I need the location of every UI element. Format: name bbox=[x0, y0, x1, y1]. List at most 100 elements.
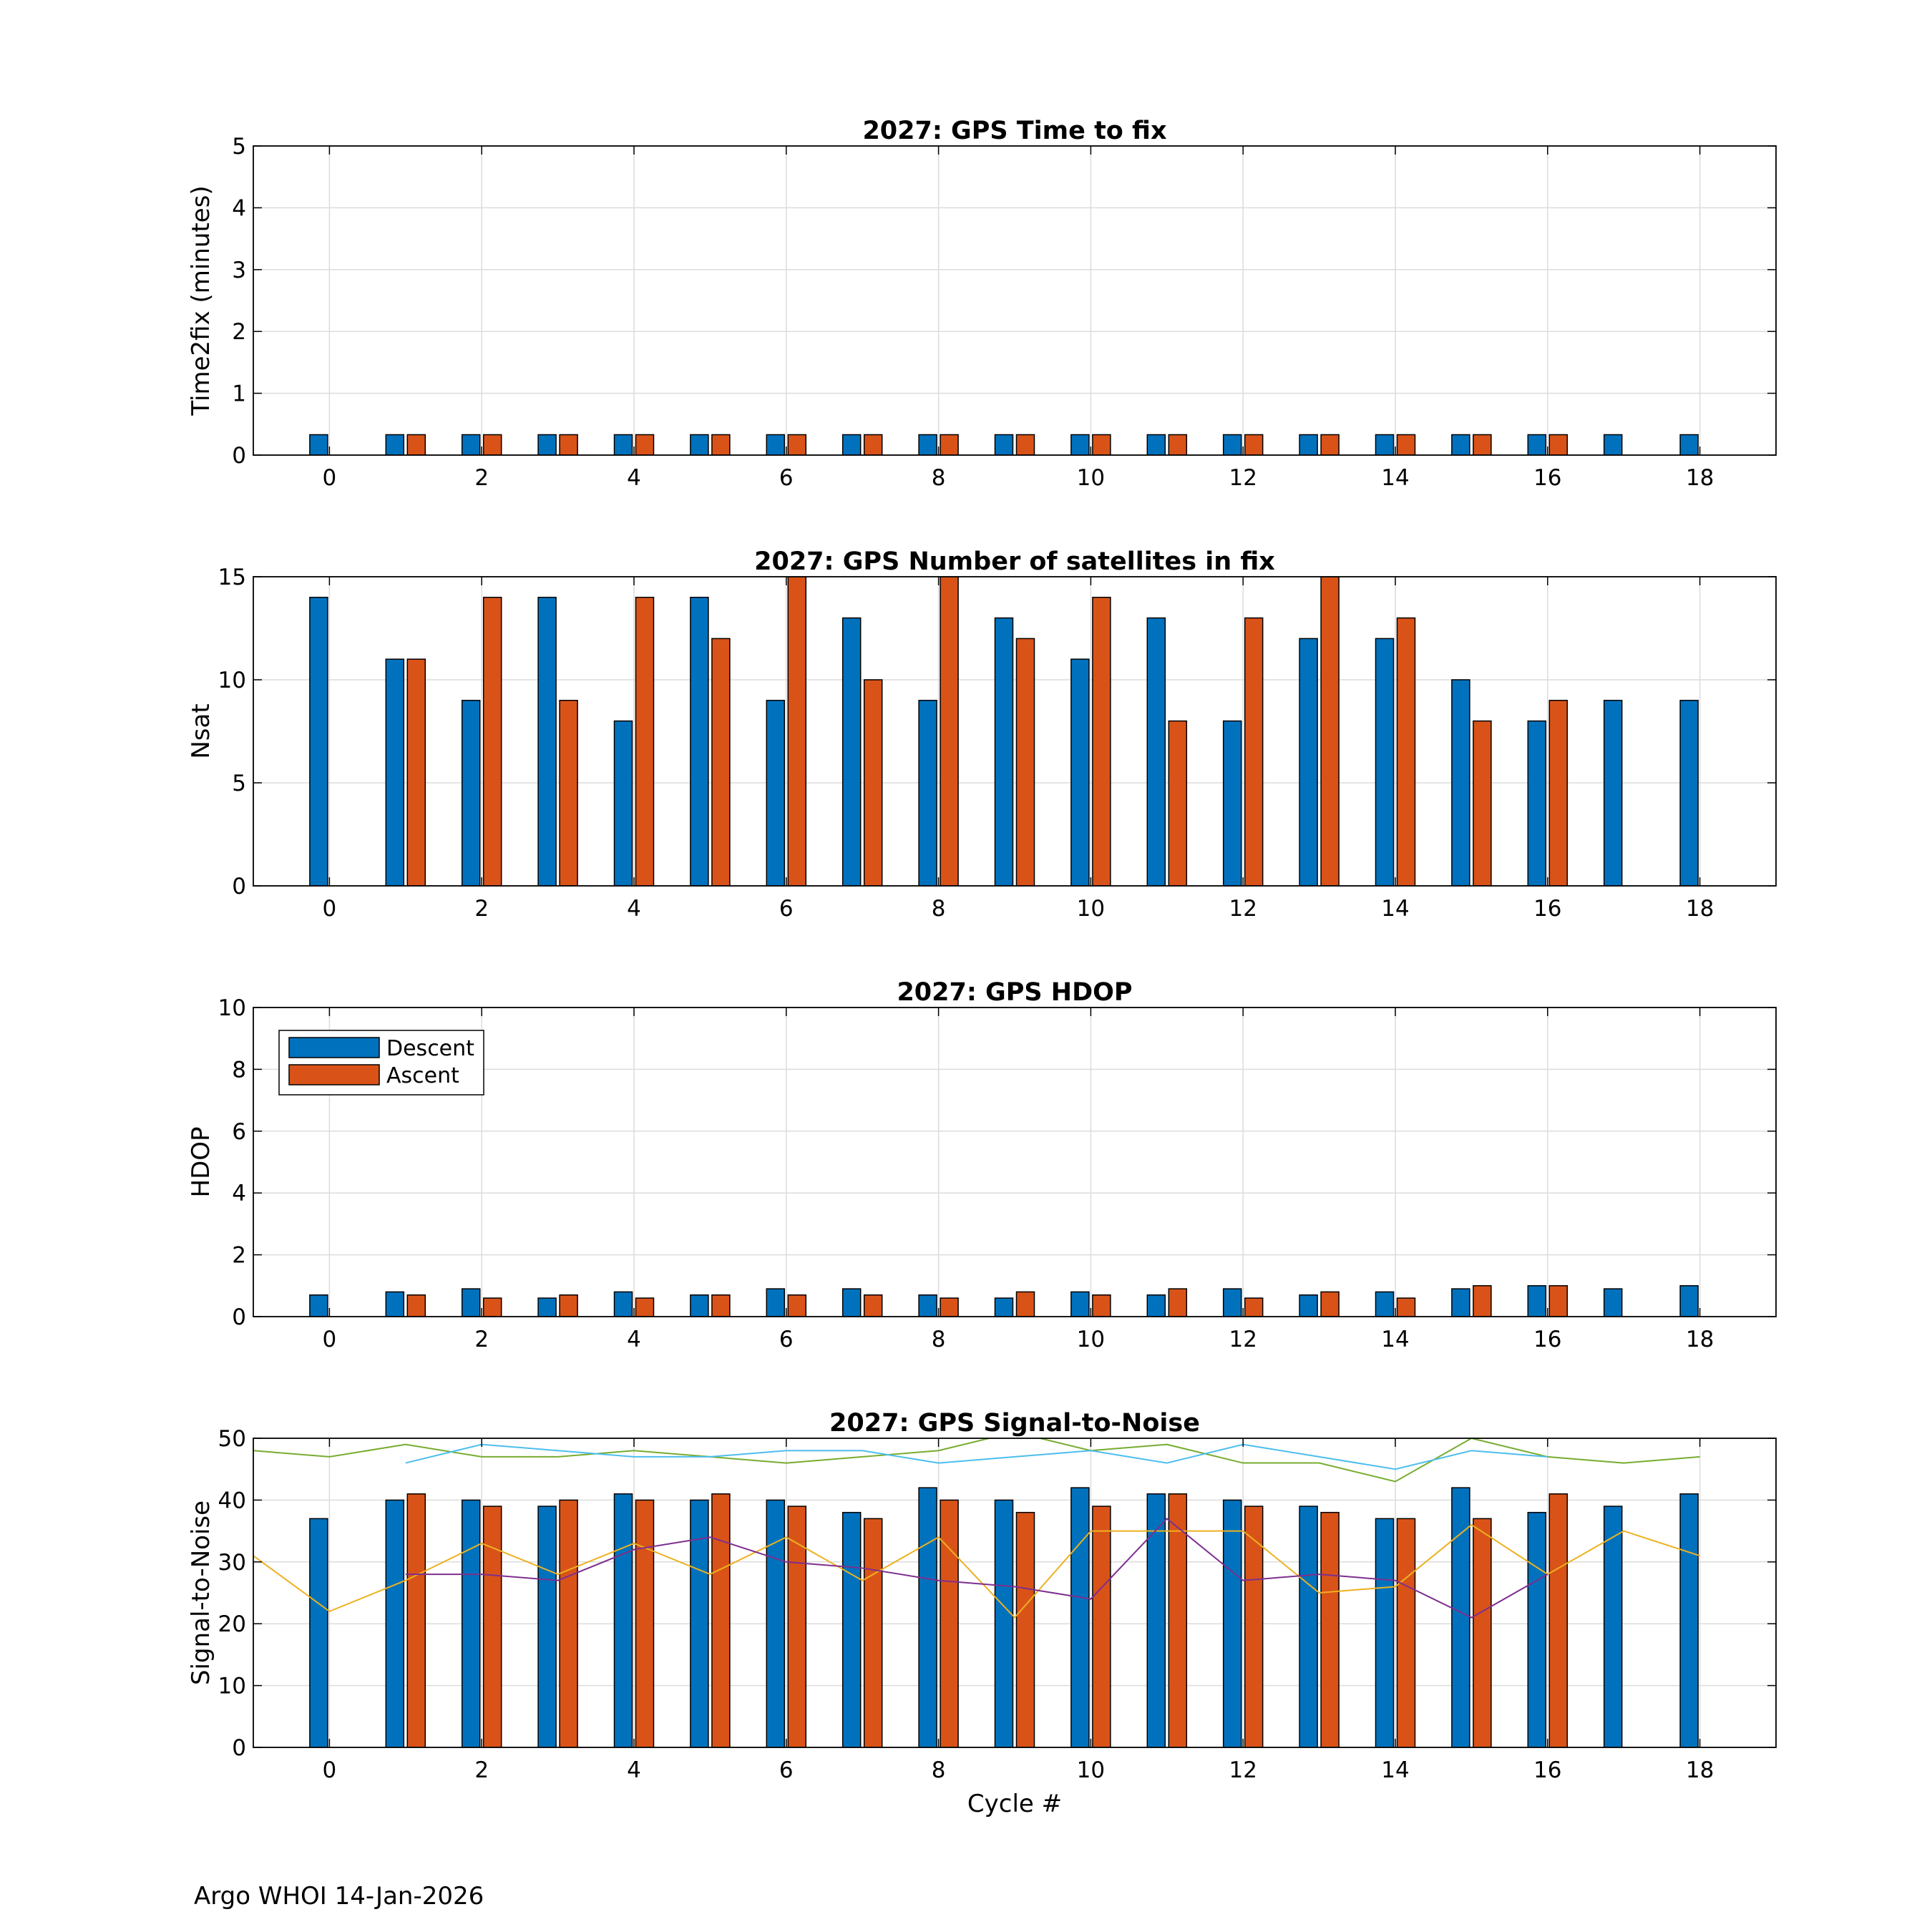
ascent-bar bbox=[1015, 1291, 1035, 1317]
descent-bar bbox=[1451, 1487, 1470, 1747]
descent-bar bbox=[1375, 638, 1395, 886]
descent-bar bbox=[1527, 434, 1547, 455]
descent-bar bbox=[1527, 1511, 1547, 1747]
descent-bar bbox=[1679, 700, 1699, 886]
x-tick-label: 10 bbox=[1077, 896, 1105, 922]
ascent-bar bbox=[406, 434, 426, 455]
x-tick-label: 18 bbox=[1686, 896, 1714, 922]
plot-marks bbox=[309, 1285, 1699, 1317]
chart-title: 2027: GPS HDOP bbox=[897, 978, 1132, 1007]
y-tick-label: 10 bbox=[218, 995, 246, 1021]
axes-box bbox=[253, 1007, 1777, 1317]
plot-area bbox=[253, 577, 1776, 886]
panel-3: 0 2 4 6 8 10 12 14 16 18 0 2 4 6 8 10 2027: GPS HDOP HDOP… bbox=[187, 978, 1777, 1352]
ascent-bar bbox=[559, 1499, 578, 1747]
ascent-bar bbox=[711, 1294, 731, 1317]
ascent-bar bbox=[482, 597, 502, 886]
descent-bar bbox=[309, 597, 328, 886]
ascent-bar bbox=[635, 597, 655, 886]
ascent-bar bbox=[559, 434, 578, 455]
y-tick-label: 20 bbox=[218, 1611, 246, 1637]
ascent-bar bbox=[559, 1294, 578, 1317]
descent-bar bbox=[841, 617, 862, 886]
ascent-bar bbox=[1473, 1285, 1492, 1317]
panel-2: 0 2 4 6 8 10 12 14 16 18 0 5 10 15 2027: GPS Number of… bbox=[187, 547, 1777, 922]
ascent-bar bbox=[1092, 1506, 1111, 1747]
y-tick-label: 4 bbox=[232, 1181, 246, 1206]
descent-bar bbox=[461, 1499, 481, 1747]
ascent-bar bbox=[406, 658, 426, 886]
descent-bar bbox=[385, 1291, 405, 1317]
descent-bar bbox=[461, 700, 481, 886]
descent-bar bbox=[994, 1499, 1014, 1747]
descent-bar bbox=[690, 1499, 709, 1747]
ascent-bar bbox=[863, 1518, 883, 1747]
ascent-bar bbox=[1168, 720, 1188, 886]
plot-marks bbox=[253, 1438, 1700, 1747]
x-tick-label: 18 bbox=[1686, 465, 1714, 491]
descent-bar bbox=[1679, 1493, 1699, 1747]
ascent-bar bbox=[787, 1506, 807, 1747]
chart-title: 2027: GPS Time to fix bbox=[862, 117, 1167, 145]
y-axis-label: Signal-to-Noise bbox=[187, 1501, 215, 1685]
ascent-bar bbox=[940, 1297, 959, 1317]
descent-bar bbox=[385, 434, 405, 455]
y-tick-label: 10 bbox=[218, 668, 246, 693]
descent-bar bbox=[1299, 638, 1318, 886]
y-tick-label: 2 bbox=[232, 1243, 246, 1269]
y-tick-label: 8 bbox=[232, 1057, 246, 1083]
ascent-bar bbox=[1168, 1493, 1188, 1747]
x-tick-label: 2 bbox=[474, 465, 489, 491]
ascent-bar bbox=[482, 1506, 502, 1747]
x-tick-label: 6 bbox=[779, 896, 794, 922]
ascent-bar bbox=[1396, 617, 1416, 886]
x-tick-label: 4 bbox=[627, 896, 641, 922]
ascent-bar bbox=[1244, 434, 1264, 455]
descent-bar bbox=[1222, 720, 1242, 886]
descent-bar bbox=[918, 700, 937, 886]
x-tick-label: 18 bbox=[1686, 1327, 1714, 1352]
snr-line-1 bbox=[253, 1523, 1700, 1619]
ascent-bar bbox=[1473, 434, 1492, 455]
x-tick-label: 2 bbox=[474, 1327, 489, 1352]
y-tick-label: 50 bbox=[218, 1426, 246, 1452]
x-tick-label: 0 bbox=[323, 465, 337, 491]
ascent-bar bbox=[1396, 1297, 1416, 1317]
y-tick-label: 2 bbox=[232, 319, 246, 345]
y-tick-label: 1 bbox=[232, 381, 246, 407]
descent-bar bbox=[537, 1297, 557, 1317]
descent-bar bbox=[537, 1506, 557, 1747]
x-tick-label: 8 bbox=[932, 1757, 946, 1783]
descent-bar bbox=[385, 658, 405, 886]
descent-bar bbox=[1375, 1518, 1395, 1747]
ascent-bar bbox=[863, 679, 883, 886]
descent-bar bbox=[1299, 1506, 1318, 1747]
descent-bar bbox=[613, 720, 633, 886]
descent-bar bbox=[613, 1291, 633, 1317]
descent-bar bbox=[841, 434, 862, 455]
y-tick-label: 15 bbox=[218, 565, 246, 590]
x-tick-label: 6 bbox=[779, 465, 794, 491]
x-tick-label: 14 bbox=[1381, 1327, 1409, 1352]
plot-area bbox=[253, 1438, 1776, 1747]
x-tick-label: 16 bbox=[1533, 465, 1561, 491]
descent-bar bbox=[309, 1294, 328, 1317]
ascent-bar bbox=[1015, 1511, 1035, 1747]
ascent-bar bbox=[1092, 597, 1111, 886]
x-tick-label: 8 bbox=[932, 1327, 946, 1352]
descent-bar bbox=[1299, 1294, 1318, 1317]
descent-bar bbox=[918, 434, 937, 455]
ascent-bar bbox=[482, 434, 502, 455]
ascent-bar bbox=[863, 434, 883, 455]
y-axis-label: Nsat bbox=[187, 703, 215, 758]
descent-bar bbox=[1222, 434, 1242, 455]
descent-bar bbox=[537, 434, 557, 455]
x-tick-label: 4 bbox=[627, 465, 641, 491]
y-tick-label: 6 bbox=[232, 1119, 246, 1145]
legend-swatch-descent bbox=[288, 1037, 380, 1058]
ascent-bar bbox=[1168, 434, 1188, 455]
ascent-bar bbox=[559, 700, 578, 886]
x-tick-label: 14 bbox=[1381, 465, 1409, 491]
y-tick-label: 0 bbox=[232, 1735, 246, 1761]
